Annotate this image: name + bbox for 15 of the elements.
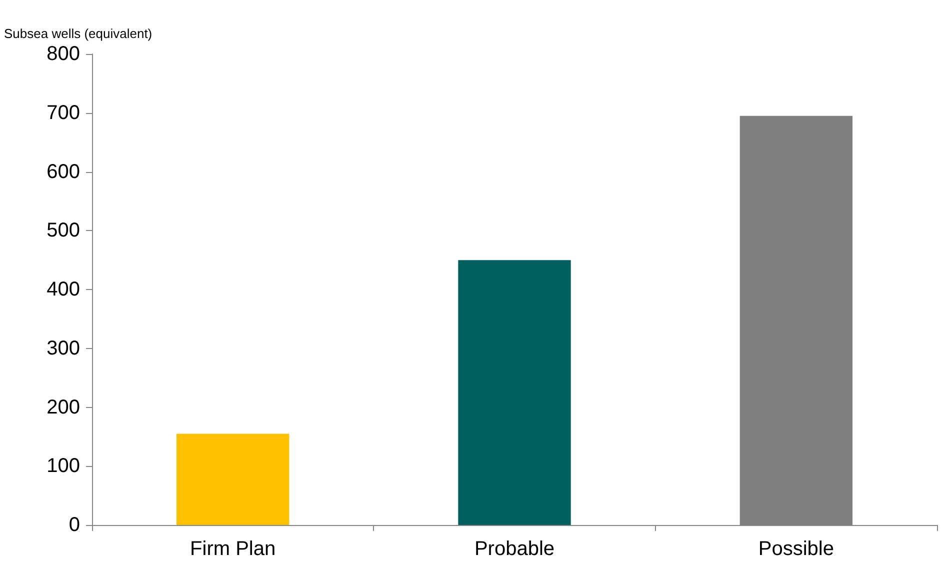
y-tick-label: 0: [68, 514, 80, 536]
y-tick-label: 700: [46, 102, 80, 124]
y-tick-label: 100: [46, 455, 80, 478]
y-axis-title: Subsea wells (equivalent): [4, 26, 152, 41]
x-tick-label: Firm Plan: [190, 538, 276, 560]
y-tick-label: 800: [46, 43, 80, 65]
bar: [458, 260, 571, 525]
bar: [176, 434, 290, 525]
x-tick-label: Probable: [474, 538, 555, 560]
y-tick-label: 200: [46, 396, 80, 418]
y-tick-label: 500: [46, 220, 80, 242]
y-tick-label: 600: [46, 160, 80, 183]
y-tick-label: 400: [46, 278, 80, 300]
y-tick-label: 300: [46, 337, 80, 360]
x-tick-label: Possible: [758, 538, 834, 560]
